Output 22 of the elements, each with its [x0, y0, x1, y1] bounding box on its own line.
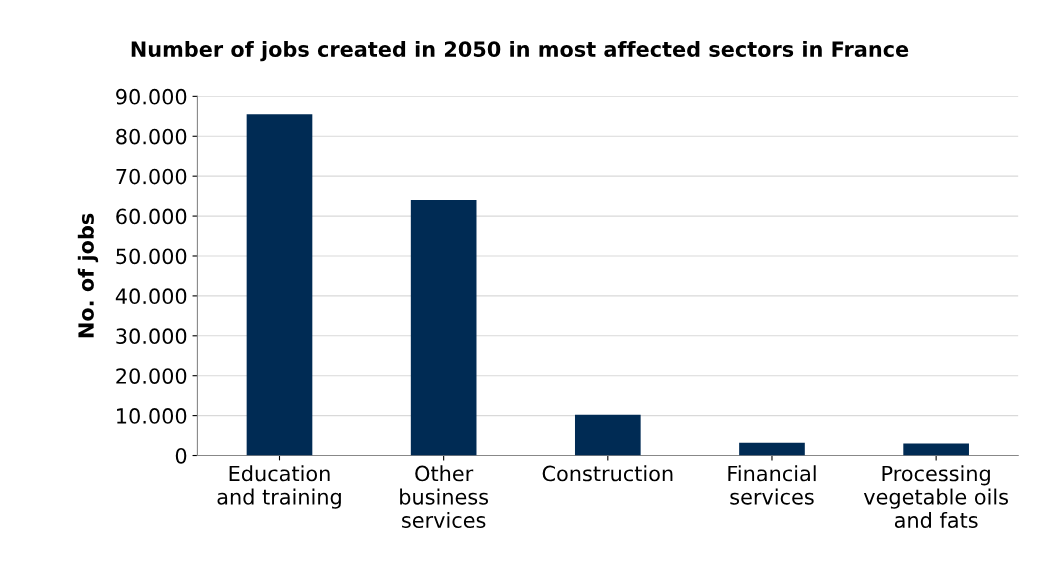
bar	[246, 114, 313, 456]
y-tick-label: 30.000	[116, 328, 187, 345]
bar	[903, 443, 969, 456]
x-tick-label: Construction	[542, 465, 673, 482]
y-tick-label: 60.000	[116, 208, 187, 225]
y-tick-label: 0	[175, 447, 187, 464]
chart-title: Number of jobs created in 2050 in most affected sectors in France	[131, 40, 909, 62]
y-tick-label: 40.000	[115, 288, 187, 305]
x-tick-label: Education and training	[217, 465, 341, 509]
y-tick-label: 50.000	[116, 248, 187, 265]
x-tick-label: Financial services	[728, 465, 816, 505]
y-axis-title: No. of jobs	[77, 213, 99, 338]
bar	[410, 200, 477, 456]
x-tick-label: Processing vegetable oils and fats	[863, 465, 1008, 529]
y-tick-label: 70.000	[116, 168, 187, 185]
y-tick-label: 20.000	[116, 368, 187, 384]
bar	[739, 442, 805, 456]
bar	[574, 414, 641, 456]
y-tick-label: 10.000	[117, 408, 187, 424]
y-tick-label: 90.000	[116, 88, 187, 105]
x-tick-label: Other business services	[400, 465, 489, 529]
y-tick-label: 80.000	[116, 128, 187, 145]
